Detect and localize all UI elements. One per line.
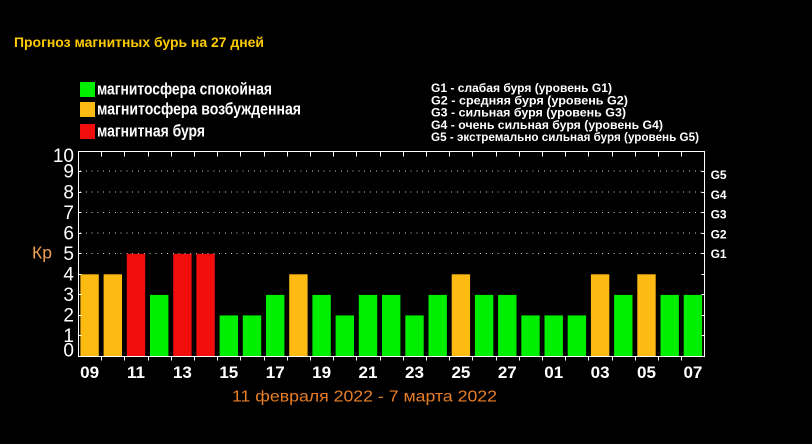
- svg-text:G3 - сильная буря (уровень G3): G3 - сильная буря (уровень G3): [431, 106, 626, 120]
- svg-text:Кр: Кр: [32, 243, 52, 263]
- svg-text:13: 13: [173, 363, 192, 382]
- svg-text:27: 27: [498, 363, 517, 382]
- svg-text:G1 - слабая буря (уровень G1): G1 - слабая буря (уровень G1): [431, 81, 612, 95]
- svg-text:G4: G4: [711, 188, 727, 202]
- svg-text:G5: G5: [711, 168, 727, 182]
- svg-text:магнитосфера спокойная: магнитосфера спокойная: [97, 81, 272, 99]
- svg-text:2: 2: [63, 306, 74, 327]
- svg-text:17: 17: [266, 363, 285, 382]
- svg-text:15: 15: [219, 363, 238, 382]
- svg-text:10: 10: [53, 146, 74, 167]
- svg-text:Прогноз магнитных бурь на 27 д: Прогноз магнитных бурь на 27 дней: [14, 34, 264, 50]
- svg-text:11 февраля 2022 - 7 марта 2022: 11 февраля 2022 - 7 марта 2022: [232, 389, 497, 406]
- svg-text:7: 7: [63, 203, 74, 224]
- svg-text:G5 - экстремально сильная буря: G5 - экстремально сильная буря (уровень …: [431, 130, 699, 144]
- svg-text:4: 4: [63, 265, 74, 286]
- svg-text:магнитная буря: магнитная буря: [97, 123, 205, 141]
- svg-text:G4 - очень сильная буря (урове: G4 - очень сильная буря (уровень G4): [431, 118, 663, 132]
- svg-text:03: 03: [591, 363, 610, 382]
- svg-text:23: 23: [405, 363, 424, 382]
- svg-text:G2: G2: [711, 227, 727, 241]
- svg-text:19: 19: [312, 363, 331, 382]
- svg-text:11: 11: [127, 363, 145, 382]
- svg-text:магнитосфера возбужденная: магнитосфера возбужденная: [97, 101, 301, 119]
- svg-text:21: 21: [359, 363, 378, 382]
- svg-text:6: 6: [63, 223, 74, 244]
- svg-text:05: 05: [637, 363, 656, 382]
- svg-text:G2 - средняя буря (уровень G2): G2 - средняя буря (уровень G2): [431, 93, 628, 107]
- svg-text:8: 8: [63, 182, 74, 203]
- svg-text:9: 9: [63, 162, 74, 183]
- svg-text:G1: G1: [711, 247, 727, 261]
- svg-text:25: 25: [451, 363, 470, 382]
- svg-text:5: 5: [63, 244, 74, 265]
- svg-text:09: 09: [80, 363, 99, 382]
- svg-text:0: 0: [63, 341, 74, 362]
- svg-text:G3: G3: [711, 208, 727, 222]
- svg-text:01: 01: [544, 363, 563, 382]
- svg-text:07: 07: [683, 363, 702, 382]
- svg-text:1: 1: [63, 326, 74, 347]
- svg-text:3: 3: [63, 285, 74, 306]
